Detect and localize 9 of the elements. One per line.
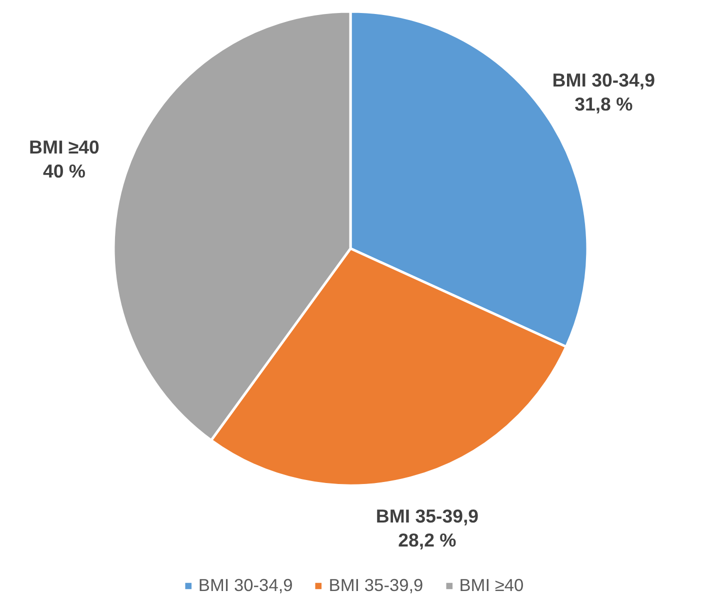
- legend-label: BMI ≥40: [459, 575, 524, 596]
- legend-label: BMI 35-39,9: [328, 575, 424, 596]
- data-label: 31,8 %: [574, 94, 634, 115]
- data-label: 28,2 %: [398, 530, 457, 551]
- slice-label: BMI 30-34,9: [552, 70, 655, 91]
- slice-label: BMI ≥40: [29, 136, 100, 158]
- data-label: 40 %: [42, 160, 86, 182]
- slice-label: BMI 35-39,9: [376, 506, 479, 527]
- legend-label: BMI 30-34,9: [198, 575, 293, 596]
